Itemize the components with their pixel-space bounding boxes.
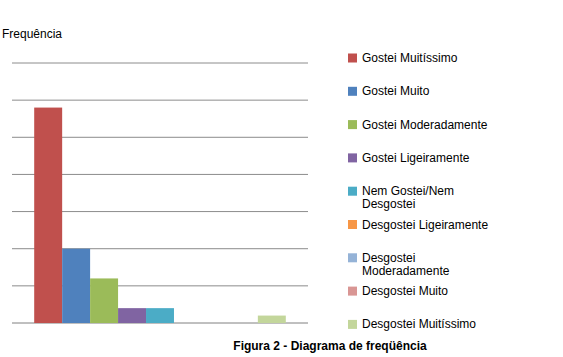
legend-label: DesgosteiModeradamente [362, 251, 450, 278]
grid-line [12, 100, 308, 101]
legend-line: Desgostei [362, 251, 415, 265]
bar [90, 278, 118, 323]
bar [258, 316, 286, 323]
legend-swatch [348, 54, 357, 63]
bar [34, 108, 62, 323]
legend-swatch [348, 187, 357, 196]
legend-label: Gostei Moderadamente [362, 118, 488, 132]
legend-line: Nem Gostei/Nem [362, 184, 454, 198]
legend-swatch [348, 320, 357, 329]
bar [118, 308, 146, 323]
legend-swatch [348, 253, 357, 262]
legend-line: Moderadamente [362, 264, 450, 278]
legend-label: Desgostei Muito [362, 284, 448, 298]
legend-line: Desgostei [362, 197, 415, 211]
bars [34, 108, 286, 323]
legend-swatch [348, 220, 357, 229]
grid-line [12, 63, 308, 64]
legend-swatch [348, 120, 357, 129]
chart: FrequênciaGostei MuitíssimoGostei MuitoG… [0, 0, 563, 357]
legend-swatch [348, 287, 357, 296]
bar [230, 323, 258, 324]
grid [12, 63, 308, 323]
title: Figura 2 - Diagrama de freqüência [233, 339, 427, 353]
legend: Gostei Muitíssimo Gostei Muito Gostei Mode… [348, 51, 488, 331]
legend-swatch [348, 87, 357, 96]
bar [62, 249, 90, 323]
y-label: Frequência [2, 27, 62, 41]
legend-label: Nem Gostei/NemDesgostei [362, 184, 454, 211]
bar [146, 308, 174, 323]
bar [202, 323, 230, 324]
legend-label: Desgostei Muitíssimo [362, 317, 476, 331]
legend-label: Desgostei Ligeiramente [362, 218, 488, 232]
bar [174, 323, 202, 324]
legend-swatch [348, 153, 357, 162]
legend-label: Gostei Muito [362, 84, 430, 98]
legend-label: Gostei Ligeiramente [362, 151, 470, 165]
legend-label: Gostei Muitíssimo [362, 51, 458, 65]
